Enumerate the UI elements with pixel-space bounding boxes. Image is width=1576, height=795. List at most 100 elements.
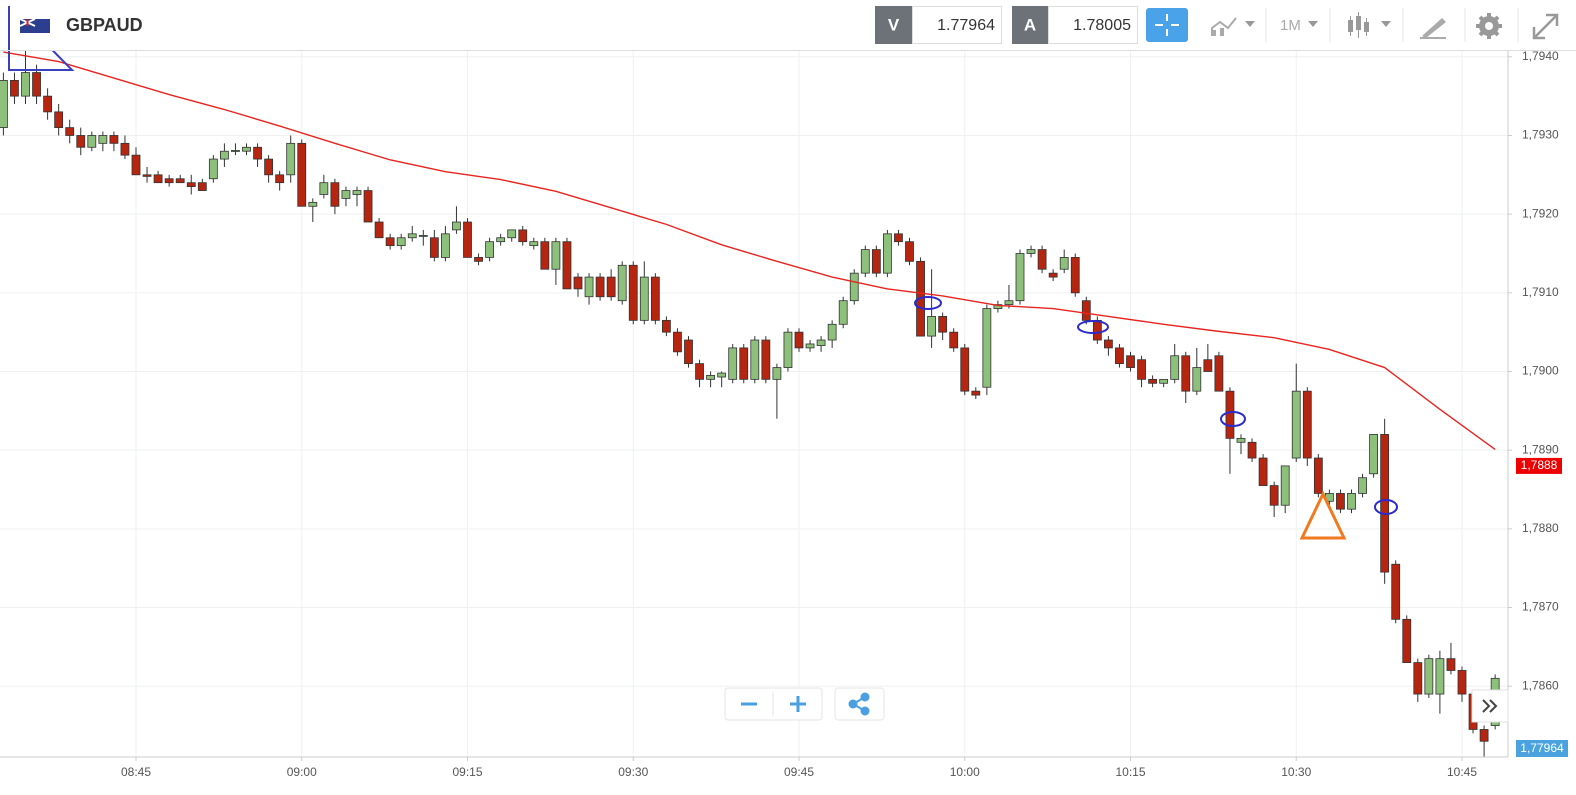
candle-body <box>1203 359 1213 372</box>
price-label: 1,7888 <box>1521 458 1558 472</box>
x-tick-label: 09:30 <box>618 765 648 779</box>
fullscreen-button[interactable] <box>1532 13 1559 40</box>
candle-body <box>750 339 760 380</box>
candle-body <box>883 233 892 274</box>
y-tick-label: 1,7920 <box>1522 206 1559 220</box>
scroll-right-icon <box>1482 699 1498 713</box>
candle-body <box>1258 457 1268 486</box>
candle-body <box>662 319 671 333</box>
ellipse-annotation <box>1374 499 1398 515</box>
candle-body <box>297 142 307 207</box>
flag-icon <box>19 18 50 33</box>
zoom-in-button[interactable] <box>790 696 806 712</box>
bid-price: 1.77964 <box>937 17 995 34</box>
candle-body <box>120 142 130 156</box>
candle-body <box>1413 662 1423 695</box>
candle-body <box>275 174 285 184</box>
candle-body <box>573 276 583 290</box>
candle-body <box>1302 390 1312 459</box>
x-tick-label: 10:15 <box>1115 765 1145 779</box>
candle-body <box>982 308 992 388</box>
candle-body <box>860 249 870 274</box>
candle-body <box>352 190 362 195</box>
candle-body <box>1424 658 1434 695</box>
symbol: GBPAUD <box>66 15 143 35</box>
candle-body <box>363 190 373 223</box>
y-tick-label: 1,7890 <box>1522 442 1559 456</box>
candle-body <box>584 276 594 298</box>
candle-body <box>529 241 539 247</box>
x-tick-label: 09:45 <box>784 765 814 779</box>
ask-price: 1.78005 <box>1073 17 1131 34</box>
draw-tool-button[interactable] <box>1420 18 1446 39</box>
candle-body <box>1015 253 1025 302</box>
axes: 1,7860 1,7870 1,7880 1,7890 1,7900 1,7910 1,79… <box>121 49 1562 779</box>
candle-body <box>673 331 682 353</box>
candle-body <box>131 154 141 176</box>
candle-body <box>927 316 936 337</box>
candle-body <box>319 182 329 195</box>
candle-body <box>540 241 550 270</box>
candle-body <box>1092 319 1102 341</box>
candle-body <box>1269 485 1279 506</box>
candle-body <box>1446 658 1456 671</box>
candle-body <box>650 276 660 321</box>
chart-type-button[interactable] <box>1211 17 1255 36</box>
candle-body <box>1004 300 1014 306</box>
candle-body <box>805 343 815 349</box>
candle-body <box>219 150 229 160</box>
toolbar <box>0 0 1576 50</box>
candle-body <box>242 146 251 152</box>
candle-body <box>949 331 959 349</box>
candle-body <box>628 264 638 321</box>
ask-button[interactable] <box>1012 6 1048 44</box>
candle-style-button[interactable] <box>1348 12 1391 38</box>
candle-body <box>286 142 296 176</box>
ellipse-annotation <box>1220 411 1246 427</box>
last-price-label: 1,77964 <box>1520 741 1564 755</box>
candle-body <box>1170 355 1180 380</box>
candle-body <box>0 80 8 129</box>
y-tick-label: 1,7910 <box>1522 285 1559 299</box>
candle-body <box>43 95 52 113</box>
candle-body <box>761 339 771 380</box>
candle-body <box>1291 390 1301 459</box>
candle-body <box>1115 347 1124 365</box>
zoom-controls <box>724 687 885 721</box>
candle-body <box>971 390 981 396</box>
x-tick-label: 08:45 <box>121 765 151 779</box>
dropdown-arrow <box>1308 21 1318 27</box>
candle-body <box>717 372 727 378</box>
candle-body <box>1247 441 1257 459</box>
bid-button[interactable] <box>875 6 912 44</box>
ask-label: A <box>1024 15 1036 34</box>
candle-body <box>1358 477 1367 494</box>
share-button[interactable] <box>834 687 885 721</box>
candle-body <box>231 150 240 152</box>
candle-body <box>418 234 428 237</box>
candle-body <box>794 331 804 349</box>
timeframe[interactable]: 1M <box>1280 17 1301 34</box>
price-label-box <box>1516 457 1562 474</box>
candle-body <box>474 257 483 262</box>
candle-body <box>1181 355 1191 392</box>
settings-button[interactable] <box>1476 13 1502 39</box>
candle-body <box>452 221 461 231</box>
candle-body <box>1313 457 1323 494</box>
y-tick-label: 1,7880 <box>1522 521 1559 535</box>
candle-body <box>684 339 693 365</box>
crosshair-button[interactable] <box>1146 8 1188 42</box>
y-tick-label: 1,7900 <box>1522 364 1559 378</box>
candle-body <box>1479 729 1489 742</box>
candle-body <box>617 264 627 302</box>
candle-body <box>894 233 903 243</box>
candle-body <box>606 276 616 298</box>
candle-body <box>993 304 1003 309</box>
candle-body <box>440 233 450 258</box>
candle-body <box>849 272 859 302</box>
candle-body <box>429 237 439 258</box>
candle-body <box>783 331 793 368</box>
last-price-box <box>1516 740 1568 757</box>
